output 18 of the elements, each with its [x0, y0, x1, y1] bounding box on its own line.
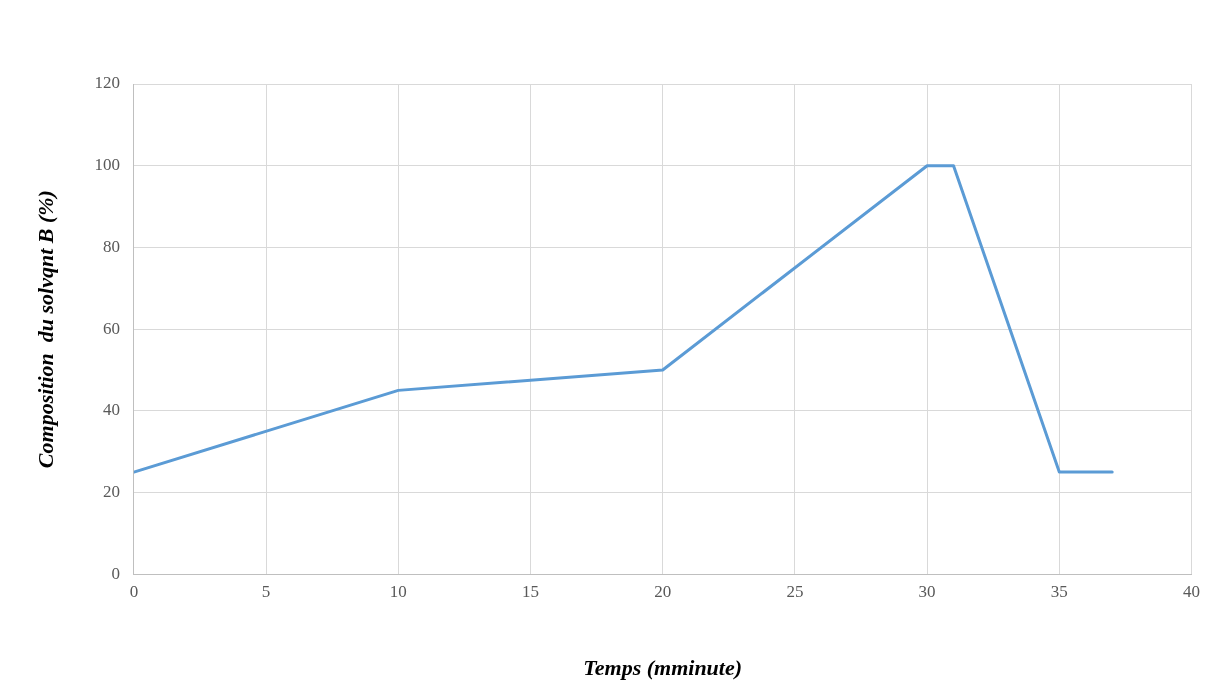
y-tick-label: 60	[102, 318, 120, 338]
x-axis-title: Temps (mminute)	[583, 655, 743, 681]
x-tick-label: 10	[389, 581, 407, 601]
x-tick-label: 5	[261, 581, 271, 601]
x-tick-label: 35	[1050, 581, 1068, 601]
y-axis-title: Composition du solvqnt B (%)	[32, 190, 58, 469]
y-tick-label: 120	[94, 73, 120, 93]
x-tick-label: 0	[129, 581, 139, 601]
x-tick-label: 40	[1183, 581, 1200, 601]
x-tick-label: 20	[654, 581, 672, 601]
y-tick-label: 20	[102, 481, 120, 501]
y-tick-label: 80	[102, 236, 120, 256]
x-tick-label: 15	[522, 581, 539, 601]
x-tick-label: 25	[786, 581, 804, 601]
y-tick-label: 100	[94, 155, 120, 175]
x-tick-label: 30	[918, 581, 936, 601]
y-tick-label: 40	[102, 400, 120, 420]
y-tick-label: 0	[111, 563, 120, 583]
